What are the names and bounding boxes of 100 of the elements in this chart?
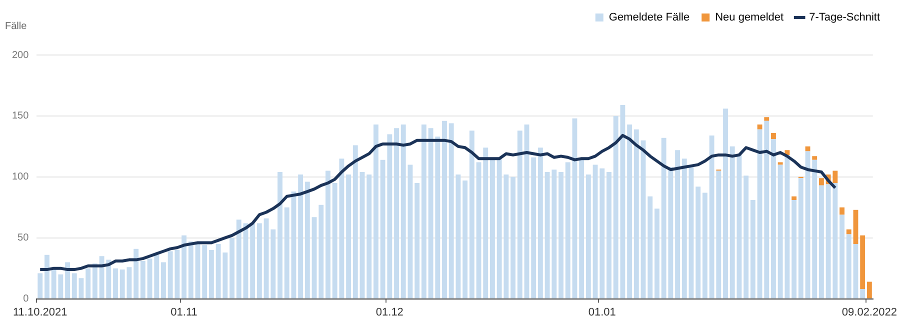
bar — [524, 124, 530, 298]
bar — [517, 130, 522, 298]
bar — [702, 192, 708, 298]
bar — [654, 208, 660, 298]
bar — [304, 182, 310, 298]
bar — [202, 245, 208, 298]
bar — [757, 124, 762, 130]
bar — [723, 108, 728, 298]
bar — [764, 120, 770, 298]
bar — [346, 174, 352, 298]
bar — [812, 160, 818, 298]
bar — [764, 117, 770, 121]
bar — [352, 145, 358, 298]
bar — [72, 273, 77, 298]
y-tick-label: 100 — [12, 172, 30, 183]
bar — [78, 278, 84, 298]
bar — [230, 238, 234, 298]
bar — [256, 223, 262, 298]
bar — [134, 248, 139, 298]
bar — [360, 172, 365, 298]
bar — [818, 178, 824, 186]
bar — [757, 129, 762, 298]
bar — [586, 174, 591, 298]
bar — [326, 170, 330, 298]
bar — [65, 262, 70, 298]
bar — [744, 176, 749, 298]
y-tick-label: 200 — [12, 50, 30, 61]
bar — [400, 124, 406, 298]
bar — [86, 268, 91, 298]
bar — [840, 207, 844, 215]
bar — [394, 128, 399, 298]
bar — [682, 158, 687, 298]
bar — [147, 258, 152, 298]
bar — [250, 223, 256, 298]
bar — [696, 186, 701, 298]
bar — [298, 174, 304, 298]
bar — [866, 282, 872, 298]
bar — [140, 261, 146, 298]
bar — [846, 234, 852, 298]
x-tick-label: 11.10.2021 — [12, 306, 68, 318]
bar — [483, 148, 488, 298]
bar — [853, 244, 858, 298]
legend-label: Gemeldete Fälle — [608, 12, 690, 24]
bar — [318, 204, 324, 298]
x-tick-label: 09.02.2022 — [842, 306, 897, 318]
bar — [860, 235, 866, 290]
bar — [750, 200, 756, 298]
bar — [558, 172, 564, 298]
bar — [846, 229, 852, 234]
bar — [462, 180, 468, 298]
bar — [236, 220, 242, 298]
bar — [606, 172, 612, 298]
bar — [853, 210, 858, 244]
bar — [592, 164, 598, 298]
bar — [648, 196, 653, 298]
x-tick-label: 01.11 — [170, 306, 198, 318]
bar — [792, 196, 797, 200]
bar — [771, 139, 776, 298]
bar — [688, 167, 694, 298]
bar — [44, 254, 50, 298]
bar — [469, 130, 474, 298]
x-tick-label: 01.01 — [588, 306, 616, 318]
bar — [634, 129, 639, 298]
legend-label: Neu gemeldet — [715, 12, 784, 24]
bar — [188, 242, 194, 298]
bar — [278, 172, 282, 298]
bar — [113, 268, 118, 298]
bar — [414, 182, 420, 298]
bar — [182, 235, 187, 298]
bar — [442, 120, 447, 298]
bar — [531, 157, 536, 298]
bar — [92, 263, 98, 298]
y-tick-label: 50 — [18, 232, 30, 244]
bar — [538, 148, 543, 298]
bar — [572, 118, 578, 298]
bar — [421, 124, 426, 298]
bar — [510, 176, 516, 298]
x-tick-label: 01.12 — [376, 306, 404, 318]
bar — [860, 289, 866, 298]
bar — [161, 262, 166, 298]
bar — [812, 156, 818, 160]
bar — [675, 150, 680, 298]
bar — [408, 164, 413, 298]
y-tick-label: 150 — [12, 110, 30, 122]
bar — [771, 133, 776, 140]
bar — [627, 124, 632, 298]
bar — [805, 146, 810, 152]
bar — [490, 158, 495, 298]
bar — [476, 162, 482, 298]
bar — [565, 162, 570, 298]
bar — [840, 214, 844, 298]
bar — [798, 178, 804, 298]
bar — [792, 200, 797, 298]
bar — [579, 160, 584, 298]
bar — [312, 217, 317, 298]
y-axis-title: Fälle — [5, 21, 27, 32]
bar — [366, 174, 372, 298]
bar — [208, 250, 214, 298]
legend-label: 7-Tage-Schnitt — [809, 12, 880, 24]
bar — [154, 254, 160, 298]
